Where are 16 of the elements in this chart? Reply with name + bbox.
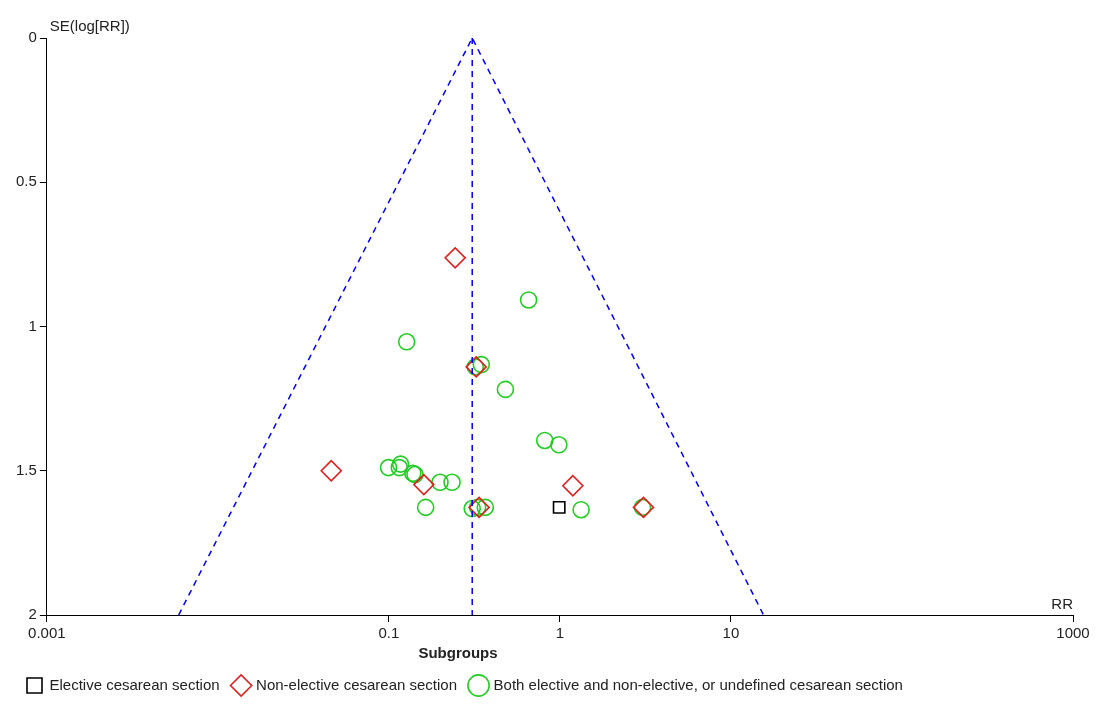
x-tick-label: 0.1	[378, 624, 400, 642]
x-axis-title: RR	[1051, 594, 1074, 612]
legend-label: Elective cesarean section	[49, 675, 220, 693]
y-tick-label: 1	[28, 316, 37, 334]
x-tick-label: 1	[555, 624, 565, 642]
y-tick-label: 2	[28, 605, 37, 623]
x-tick-label: 1000	[1056, 624, 1090, 642]
y-axis-title: SE(log[RR])	[49, 16, 130, 34]
y-tick-label: 1.5	[15, 460, 37, 478]
legend-title: Subgroups	[418, 643, 498, 661]
legend-label: Non-elective cesarean section	[256, 675, 458, 693]
x-tick-label: 10	[722, 624, 740, 642]
legend-label: Both elective and non-elective, or undefined cesarean section	[493, 675, 903, 693]
y-tick-label: 0	[28, 28, 37, 46]
y-tick-label: 0.5	[15, 172, 37, 190]
x-tick-label: 0.001	[28, 624, 66, 642]
